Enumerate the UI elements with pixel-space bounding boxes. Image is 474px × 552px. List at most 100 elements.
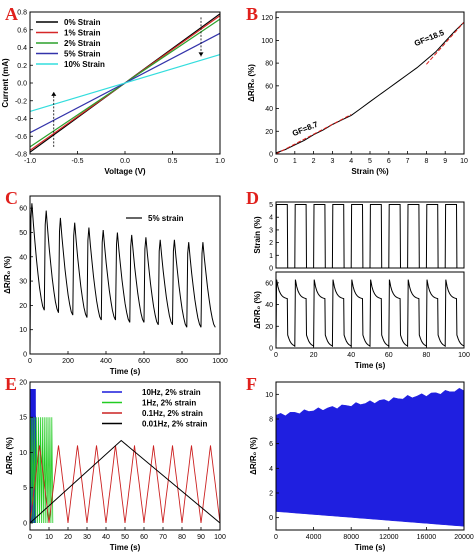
x-tick-label: 0 bbox=[274, 158, 278, 165]
x-tick-label: 90 bbox=[197, 534, 205, 541]
y-tick-label: 10 bbox=[19, 450, 27, 457]
cycling-band-area bbox=[275, 387, 465, 527]
x-tick-label: 200 bbox=[62, 358, 74, 365]
y-tick-label: 30 bbox=[19, 279, 27, 286]
x-tick-label: 20000 bbox=[454, 534, 474, 541]
x-tick-label: 4 bbox=[349, 158, 353, 165]
y-tick-label: -0.8 bbox=[15, 152, 27, 159]
y-tick-label: 20 bbox=[265, 129, 273, 136]
y-tick-label: 0 bbox=[269, 346, 273, 353]
x-tick-label: 60 bbox=[140, 534, 148, 541]
x-tick-label: 600 bbox=[138, 358, 150, 365]
y-tick-label: 20 bbox=[19, 380, 27, 387]
y-tick-label: 10 bbox=[265, 392, 273, 399]
y-tick-label: 5 bbox=[269, 202, 273, 209]
y-axis-label: ΔR/R₀ (%) bbox=[253, 291, 262, 329]
x-tick-label: 20 bbox=[310, 352, 318, 359]
x-tick-label: 40 bbox=[347, 352, 355, 359]
x-axis-label: Time (s) bbox=[110, 543, 141, 552]
gf-annotation: GF=18.5 bbox=[413, 28, 446, 48]
x-tick-label: 80 bbox=[423, 352, 431, 359]
panel-letter-d: D bbox=[246, 188, 259, 208]
x-tick-label: 100 bbox=[458, 352, 470, 359]
legend-entry: 1Hz, 2% strain bbox=[142, 399, 196, 408]
y-tick-label: 40 bbox=[265, 106, 273, 113]
y-axis-label: Current (mA) bbox=[1, 58, 10, 108]
x-tick-label: 10 bbox=[45, 534, 53, 541]
x-tick-label: 4000 bbox=[306, 534, 322, 541]
series-0.1hz-line bbox=[29, 445, 221, 524]
panel-a: A -1.0 -0.5 0.0 0.5 1.0 -0.8 -0.6 -0.4 -0.2 0.0 0.2… bbox=[1, 4, 225, 176]
strain-square-wave bbox=[275, 204, 464, 269]
x-tick-label: 800 bbox=[176, 358, 188, 365]
x-tick-label: 12000 bbox=[379, 534, 399, 541]
x-tick-label: 1000 bbox=[212, 358, 228, 365]
y-tick-label: 80 bbox=[265, 61, 273, 68]
x-tick-label: 400 bbox=[100, 358, 112, 365]
response-plot-frame bbox=[275, 271, 465, 349]
x-tick-label: 50 bbox=[121, 534, 129, 541]
y-tick-label: 2 bbox=[269, 240, 273, 247]
arrow-down-head bbox=[198, 52, 204, 57]
y-tick-label: 8 bbox=[269, 417, 273, 424]
y-tick-label: 40 bbox=[265, 302, 273, 309]
legend-entry: 10% Strain bbox=[64, 60, 105, 69]
x-tick-label: 0 bbox=[28, 534, 32, 541]
y-tick-label: 0.0 bbox=[17, 81, 27, 88]
fit-line-2 bbox=[426, 21, 465, 65]
x-tick-label: 100 bbox=[214, 534, 226, 541]
y-axis-label: Strain (%) bbox=[253, 216, 262, 254]
x-tick-label: 0.0 bbox=[120, 158, 130, 165]
resistance-response-line bbox=[275, 279, 465, 347]
legend-entry: 10Hz, 2% strain bbox=[142, 388, 201, 397]
x-tick-label: 10 bbox=[460, 158, 468, 165]
y-tick-label: 6 bbox=[269, 441, 273, 448]
legend-entry: 5% strain bbox=[148, 214, 184, 223]
x-tick-label: 8 bbox=[424, 158, 428, 165]
y-tick-label: 1 bbox=[269, 253, 273, 260]
panel-c: C 0 200 400 600 800 1000 0 10 20 30 40 50 60 Time (s) Δ… bbox=[3, 188, 228, 376]
x-tick-label: 70 bbox=[159, 534, 167, 541]
legend-entry: 5% Strain bbox=[64, 50, 101, 59]
x-axis-label: Time (s) bbox=[355, 361, 386, 370]
y-tick-label: 20 bbox=[19, 303, 27, 310]
x-axis-label: Time (s) bbox=[355, 543, 386, 552]
x-tick-label: 0 bbox=[28, 358, 32, 365]
y-tick-label: 0.2 bbox=[17, 63, 27, 70]
y-tick-label: 4 bbox=[269, 466, 273, 473]
plot-frame bbox=[275, 381, 465, 531]
y-tick-label: 40 bbox=[19, 254, 27, 261]
y-axis-label: ΔR/R₀ (%) bbox=[249, 437, 258, 475]
x-tick-label: 40 bbox=[102, 534, 110, 541]
y-tick-label: 4 bbox=[269, 215, 273, 222]
x-axis-label: Time (s) bbox=[110, 367, 141, 376]
y-axis-label: ΔR/R₀ (%) bbox=[3, 256, 12, 294]
x-tick-label: 1.0 bbox=[215, 158, 225, 165]
series-0.01hz-line bbox=[29, 439, 221, 524]
y-tick-label: 100 bbox=[261, 38, 273, 45]
y-tick-label: 0.8 bbox=[17, 10, 27, 17]
x-tick-label: 0 bbox=[274, 352, 278, 359]
y-axis-label: ΔR/R₀ (%) bbox=[5, 437, 14, 475]
y-tick-label: 0 bbox=[269, 152, 273, 159]
y-tick-label: 0 bbox=[269, 515, 273, 522]
y-tick-label: 0 bbox=[23, 352, 27, 359]
panel-letter-e: E bbox=[5, 374, 17, 394]
panel-f: F 0 4000 8000 12000 16000 20000 0 2 4 6 8 10 Time (s)… bbox=[246, 374, 474, 552]
x-tick-label: -1.0 bbox=[24, 158, 36, 165]
plot-frame bbox=[29, 195, 221, 355]
x-tick-label: 5 bbox=[368, 158, 372, 165]
legend-entry: 0% Strain bbox=[64, 18, 101, 27]
y-tick-label: 0 bbox=[23, 520, 27, 527]
legend-entry: 1% Strain bbox=[64, 29, 101, 38]
x-tick-label: 6 bbox=[387, 158, 391, 165]
x-tick-label: 7 bbox=[406, 158, 410, 165]
y-tick-label: 60 bbox=[265, 280, 273, 287]
x-tick-label: 1 bbox=[293, 158, 297, 165]
y-tick-label: 60 bbox=[265, 83, 273, 90]
y-axis-label: ΔR/R₀ (%) bbox=[247, 64, 256, 102]
x-tick-label: 30 bbox=[83, 534, 91, 541]
legend-entry: 0.01Hz, 2% strain bbox=[142, 420, 207, 429]
